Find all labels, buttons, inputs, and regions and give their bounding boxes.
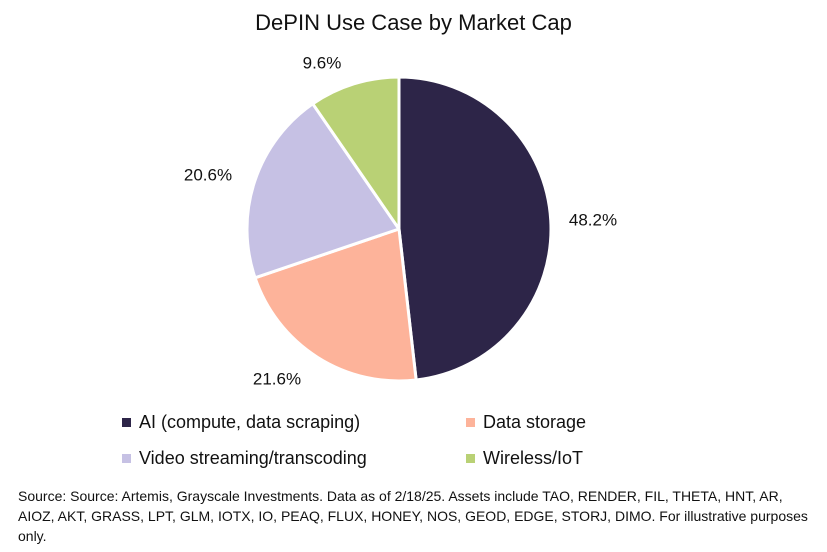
legend-item-ai: AI (compute, data scraping)	[122, 410, 360, 434]
legend-item-wireless: Wireless/IoT	[466, 446, 583, 470]
source-note: Source: Source: Artemis, Grayscale Inves…	[18, 488, 808, 544]
legend-swatch-wireless	[466, 453, 475, 463]
pie-slice-label-1: 21.6%	[253, 369, 301, 388]
legend-label-data-storage: Data storage	[483, 411, 587, 432]
pie-slice-label-2: 20.6%	[184, 165, 232, 184]
legend-item-video-streaming: Video streaming/transcoding	[122, 446, 367, 470]
pie-slice-3	[311, 75, 401, 231]
legend-label-wireless: Wireless/IoT	[483, 447, 584, 468]
chart-title: DePIN Use Case by Market Cap	[255, 10, 572, 35]
pie-slice-0	[397, 75, 553, 382]
legend-item-data-storage: Data storage	[466, 410, 586, 434]
legend-label-ai: AI (compute, data scraping)	[139, 411, 361, 432]
legend-swatch-data-storage	[466, 417, 475, 427]
pie-chart: 48.2% 21.6% 20.6% 9.6%	[184, 53, 617, 388]
pie-slice-2	[245, 102, 401, 280]
pie-slice-1	[253, 227, 418, 383]
pie-slice-label-3: 9.6%	[303, 53, 342, 72]
legend-label-video-streaming: Video streaming/transcoding	[139, 447, 367, 468]
pie-slice-label-0: 48.2%	[569, 210, 617, 229]
legend-swatch-video-streaming	[122, 453, 131, 463]
legend-swatch-ai	[122, 417, 131, 427]
